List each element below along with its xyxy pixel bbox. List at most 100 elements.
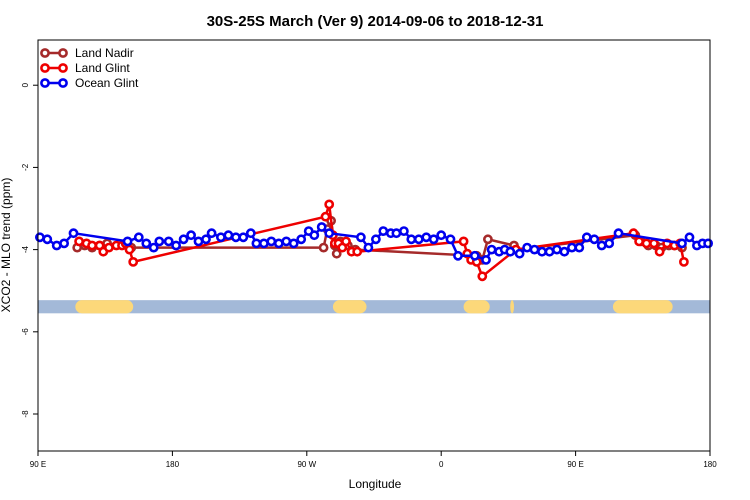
- x-tick-label: 0: [439, 460, 444, 469]
- data-point: [258, 238, 269, 249]
- data-point: [458, 236, 469, 247]
- data-point: [331, 248, 342, 259]
- data-point: [42, 234, 53, 245]
- data-point: [273, 238, 284, 249]
- data-point: [428, 234, 439, 245]
- data-point: [445, 234, 456, 245]
- data-point: [318, 242, 329, 253]
- y-tick-label: -2: [21, 163, 30, 171]
- data-point: [163, 236, 174, 247]
- land-segment-3: [510, 300, 514, 314]
- data-point: [281, 236, 292, 247]
- data-point: [469, 250, 480, 261]
- data-point: [481, 254, 491, 265]
- plot-frame: [37, 39, 711, 452]
- data-point: [35, 232, 45, 243]
- legend-marker: [40, 78, 50, 88]
- data-point: [684, 232, 695, 243]
- data-point: [581, 232, 592, 243]
- data-point: [320, 211, 331, 222]
- land-ocean-band: [38, 300, 710, 314]
- legend-marker: [58, 48, 68, 58]
- data-point: [355, 232, 366, 243]
- data-point: [104, 242, 114, 253]
- data-point: [59, 238, 69, 249]
- chart-title: 30S-25S March (Ver 9) 2014-09-06 to 2018…: [207, 13, 544, 30]
- x-tick-label: 90 E: [30, 460, 46, 469]
- data-point: [596, 240, 607, 251]
- legend-label: Ocean Glint: [75, 76, 139, 90]
- x-tick-label: 180: [703, 460, 717, 469]
- data-point: [604, 238, 615, 249]
- data-point: [413, 234, 424, 245]
- data-point: [559, 246, 570, 257]
- x-axis-label: Longitude: [349, 477, 402, 491]
- data-point: [522, 242, 532, 253]
- data-point: [537, 246, 547, 257]
- legend-label: Land Nadir: [75, 46, 134, 60]
- data-point: [677, 238, 687, 249]
- data-point: [324, 199, 335, 210]
- data-point: [309, 230, 320, 241]
- data-point: [552, 244, 562, 255]
- x-tick-label: 90 W: [297, 460, 316, 469]
- data-point: [421, 232, 432, 243]
- data-point: [124, 244, 135, 255]
- y-tick-label: -8: [21, 410, 30, 418]
- axes: 90 E 180 90 W 0 90 E 180 0 -2 -4 -6 -8: [21, 82, 717, 469]
- legend-marker: [58, 63, 68, 73]
- data-point: [74, 236, 84, 247]
- legend-item: Land Glint: [40, 61, 130, 75]
- data-point: [406, 234, 417, 245]
- data-point: [514, 248, 525, 259]
- land-segment-1: [332, 300, 367, 314]
- data-point: [436, 230, 447, 241]
- data-point: [477, 271, 488, 282]
- data-point: [186, 230, 196, 241]
- data-point: [238, 232, 249, 243]
- data-point: [363, 242, 374, 253]
- legend-marker: [40, 48, 50, 58]
- y-tick-label: -4: [21, 246, 30, 254]
- legend-label: Land Glint: [75, 61, 130, 75]
- legend-marker: [40, 63, 50, 73]
- land-segment-0: [75, 300, 134, 314]
- data-point: [453, 250, 463, 261]
- data-point: [141, 238, 152, 249]
- data-point: [679, 256, 689, 267]
- data-point: [574, 242, 585, 253]
- data-point: [154, 236, 165, 247]
- data-point: [122, 236, 133, 247]
- legend-item: Land Nadir: [40, 46, 134, 60]
- y-tick-label: -6: [21, 328, 30, 336]
- data-point: [529, 244, 540, 255]
- data-point: [251, 238, 262, 249]
- data-point: [148, 242, 159, 253]
- data-point: [649, 238, 659, 249]
- land-segment-4: [612, 300, 673, 314]
- legend-item: Ocean Glint: [40, 76, 139, 90]
- data-point: [654, 246, 665, 257]
- data-point: [223, 230, 234, 241]
- data-point: [128, 256, 139, 267]
- data-point: [703, 238, 713, 249]
- data-point: [288, 238, 299, 249]
- data-point: [296, 234, 307, 245]
- data-point: [641, 238, 652, 249]
- data-point: [341, 236, 351, 247]
- data-point: [589, 234, 600, 245]
- data-point: [178, 234, 189, 245]
- data-point: [133, 232, 144, 243]
- data-point: [316, 222, 327, 232]
- data-point: [370, 234, 381, 245]
- land-segment-2: [463, 300, 490, 314]
- data-point: [68, 228, 79, 239]
- legend-marker: [58, 78, 68, 88]
- y-tick-label: 0: [21, 82, 30, 87]
- data-point: [201, 234, 211, 245]
- data-point: [482, 234, 493, 245]
- series-layer: [35, 199, 713, 282]
- data-point: [613, 228, 624, 239]
